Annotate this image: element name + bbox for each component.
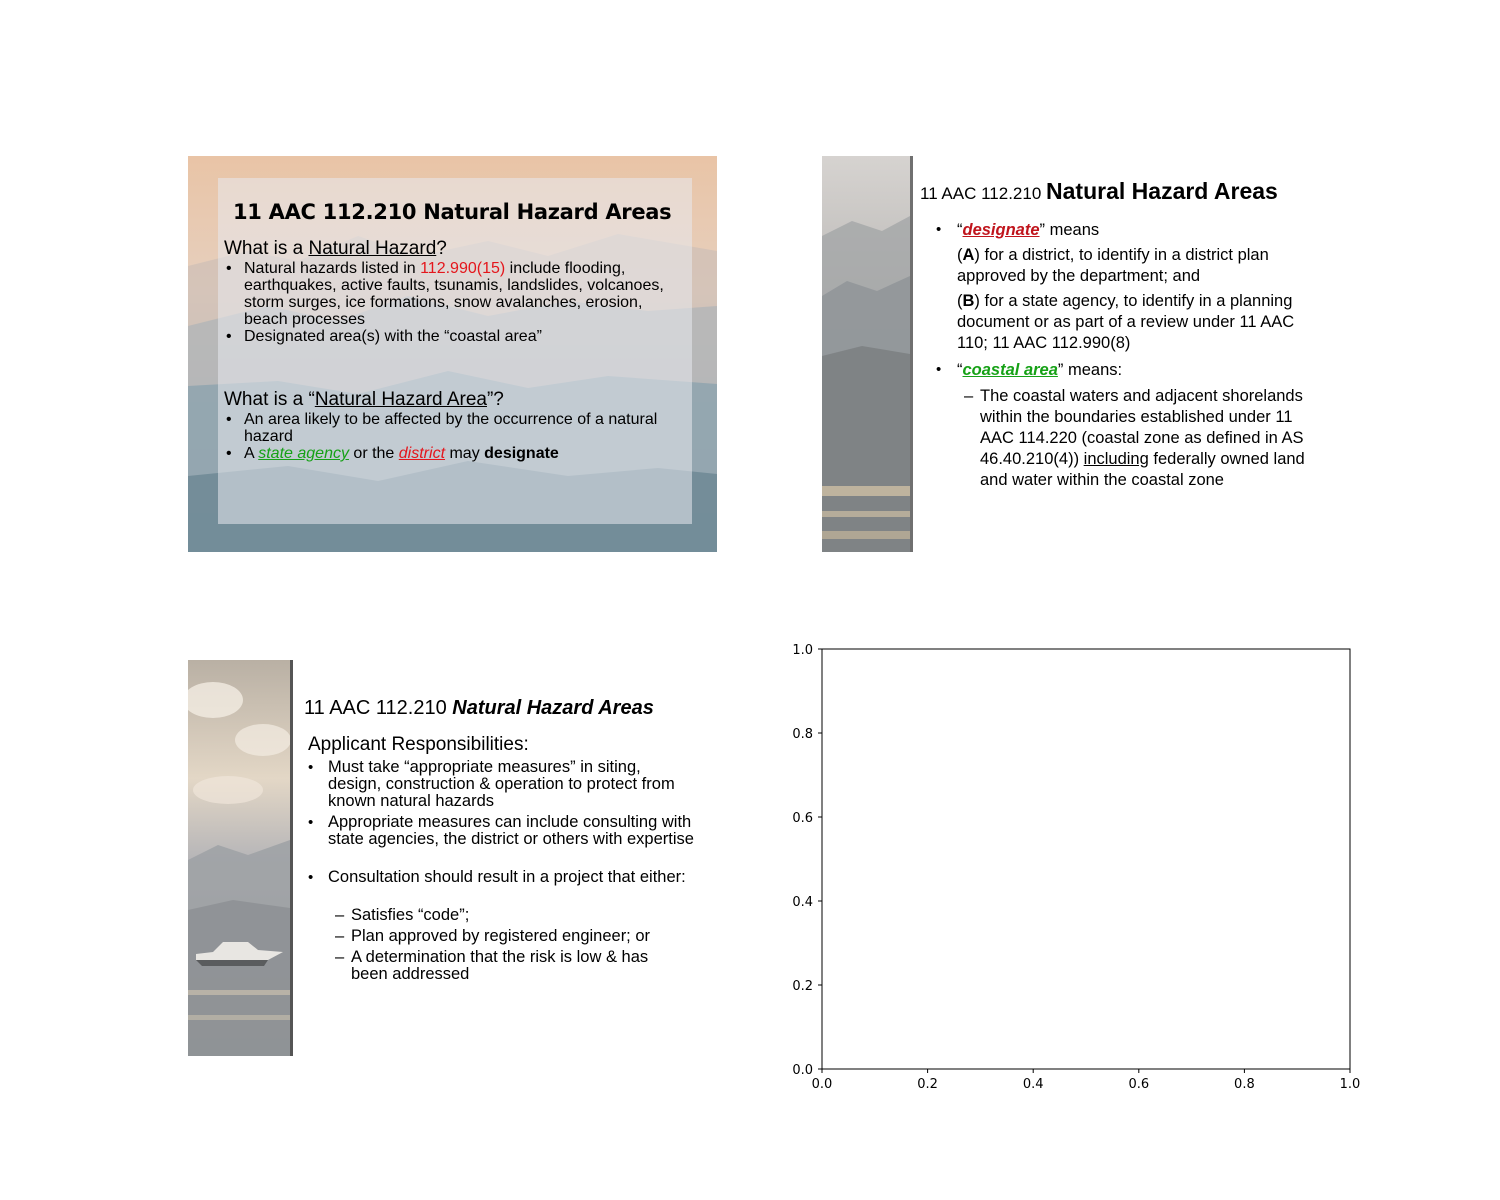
boat-sunset-side-image xyxy=(188,660,290,1056)
text-panel xyxy=(218,178,692,524)
bullet-glyph: • xyxy=(936,221,942,238)
bullet-glyph: • xyxy=(308,869,314,886)
x-tick-label: 1.0 xyxy=(1340,1077,1361,1092)
designate-definition: “designate” means xyxy=(957,221,1100,239)
bullet-designated-areas: Designated area(s) with the “coastal are… xyxy=(224,328,664,345)
designate-clause-a: (A) for a district, to identify in a dis… xyxy=(957,246,1269,285)
y-axis-ticks: 0.0 0.2 0.4 0.6 0.8 1.0 xyxy=(792,643,822,1078)
dash-glyph: – xyxy=(335,906,345,924)
bullet-glyph: • xyxy=(308,814,314,831)
y-tick-label: 1.0 xyxy=(792,643,813,658)
divider-line xyxy=(290,660,293,1056)
question-natural-hazard-area: What is a “Natural Hazard Area”? xyxy=(224,389,504,410)
sub-plan-approved: Plan approved by registered engineer; or xyxy=(351,927,651,945)
bullet-appropriate-measures: Must take “appropriate measures” in siti… xyxy=(328,758,675,810)
y-tick-label: 0.4 xyxy=(792,895,813,910)
divider-line xyxy=(910,156,913,552)
slide-applicant-responsibilities: 11 AAC 112.210 Natural Hazard Areas Appl… xyxy=(188,660,717,1056)
sub-risk-determination: A determination that the risk is low & h… xyxy=(351,948,649,983)
x-tick-label: 0.6 xyxy=(1128,1077,1149,1092)
x-tick-label: 0.0 xyxy=(812,1077,833,1092)
slide-definitions: 11 AAC 112.210 Natural Hazard Areas • “d… xyxy=(822,156,1351,552)
bullet-area-likely: An area likely to be affected by the occ… xyxy=(224,411,664,445)
bullet-glyph: • xyxy=(308,759,314,776)
coastal-area-description: The coastal waters and adjacent shorelan… xyxy=(980,387,1305,489)
lake-mountain-side-image xyxy=(822,156,910,552)
dash-glyph: – xyxy=(335,948,345,966)
bullet-consulting: Appropriate measures can include consult… xyxy=(328,813,694,848)
slide-natural-hazard-definition: 11 AAC 112.210 Natural Hazard Areas What… xyxy=(188,156,717,552)
applicant-heading: Applicant Responsibilities: xyxy=(308,734,529,755)
designate-clause-b: (B) for a state agency, to identify in a… xyxy=(957,292,1295,352)
plot-frame xyxy=(821,648,1351,1070)
slide-title: 11 AAC 112.210 Natural Hazard Areas xyxy=(304,697,654,719)
dash-glyph: – xyxy=(964,387,974,405)
question-natural-hazard: What is a Natural Hazard? xyxy=(224,238,447,259)
x-tick-label: 0.2 xyxy=(917,1077,938,1092)
bullet-may-designate: A state agency or the district may desig… xyxy=(224,445,664,462)
bullet-consultation: Consultation should result in a project … xyxy=(328,868,686,886)
y-tick-label: 0.0 xyxy=(792,1063,813,1078)
y-tick-label: 0.6 xyxy=(792,811,813,826)
dash-glyph: – xyxy=(335,927,345,945)
sub-satisfies-code: Satisfies “code”; xyxy=(351,906,470,924)
coastal-area-definition: “coastal area” means: xyxy=(957,361,1123,379)
slide-title: 11 AAC 112.210 Natural Hazard Areas xyxy=(920,178,1278,204)
y-tick-label: 0.8 xyxy=(792,727,813,742)
y-tick-label: 0.2 xyxy=(792,979,813,994)
x-axis-ticks: 0.0 0.2 0.4 0.6 0.8 1.0 xyxy=(812,1069,1361,1092)
slide-title: 11 AAC 112.210 Natural Hazard Areas xyxy=(233,200,672,224)
natural-hazard-bullets: Natural hazards listed in 112.990(15) in… xyxy=(224,260,664,345)
x-tick-label: 0.8 xyxy=(1234,1077,1255,1092)
x-tick-label: 0.4 xyxy=(1023,1077,1044,1092)
bullet-glyph: • xyxy=(936,361,942,378)
natural-hazard-area-bullets: An area likely to be affected by the occ… xyxy=(224,411,664,462)
bullet-hazards-listed: Natural hazards listed in 112.990(15) in… xyxy=(224,260,664,328)
